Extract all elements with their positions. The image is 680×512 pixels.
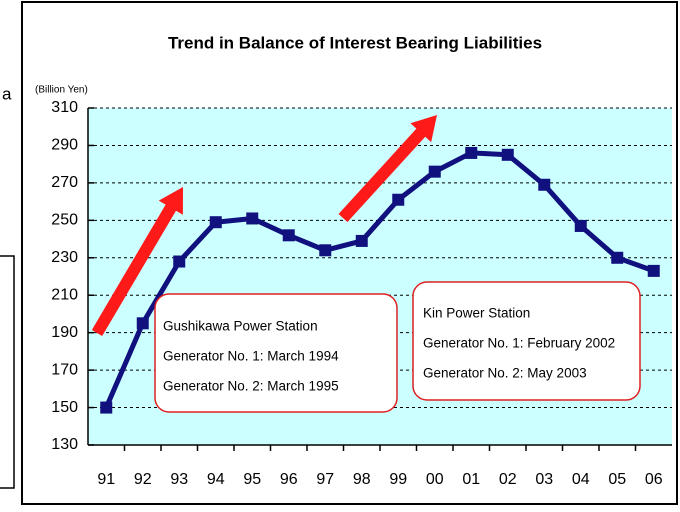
x-tick-label: 96 bbox=[280, 471, 298, 488]
x-tick-label: 01 bbox=[462, 471, 480, 488]
x-tick-label: 97 bbox=[316, 471, 334, 488]
y-tick-label: 290 bbox=[51, 137, 78, 154]
annotation-text: Generator No. 1: February 2002 bbox=[423, 336, 615, 351]
data-marker bbox=[428, 165, 441, 178]
y-tick-label: 270 bbox=[51, 174, 78, 191]
data-marker bbox=[465, 146, 478, 159]
annotation-text: Generator No. 2: May 2003 bbox=[423, 366, 587, 381]
data-marker bbox=[246, 212, 259, 225]
y-tick-label: 310 bbox=[51, 99, 78, 116]
x-tick-label: 99 bbox=[389, 471, 407, 488]
data-marker bbox=[355, 234, 368, 247]
annotation-box bbox=[412, 281, 641, 401]
x-tick-label: 05 bbox=[608, 471, 626, 488]
y-tick-label: 170 bbox=[51, 361, 78, 378]
y-tick-label: 190 bbox=[51, 324, 78, 341]
y-unit-label: (Billion Yen) bbox=[35, 85, 88, 96]
x-tick-label: 03 bbox=[535, 471, 553, 488]
trend-arrow bbox=[338, 115, 437, 223]
x-tick-label: 94 bbox=[207, 471, 225, 488]
trend-arrow bbox=[91, 187, 183, 337]
side-panel bbox=[0, 255, 15, 489]
y-tick-label: 150 bbox=[51, 399, 78, 416]
annotation-text: Generator No. 2: March 1995 bbox=[163, 379, 339, 394]
x-tick-label: 00 bbox=[426, 471, 444, 488]
chart-title: Trend in Balance of Interest Bearing Lia… bbox=[168, 33, 542, 52]
x-tick-label: 93 bbox=[170, 471, 188, 488]
x-tick-label: 92 bbox=[134, 471, 152, 488]
y-tick-label: 210 bbox=[51, 286, 78, 303]
y-tick-label: 250 bbox=[51, 212, 78, 229]
annotation-box bbox=[154, 293, 398, 413]
data-marker bbox=[209, 216, 222, 229]
data-marker bbox=[392, 193, 405, 206]
y-tick-label: 230 bbox=[51, 249, 78, 266]
data-marker bbox=[100, 401, 113, 414]
data-marker bbox=[574, 219, 587, 232]
data-marker bbox=[282, 229, 295, 242]
annotation-text: Kin Power Station bbox=[423, 306, 530, 321]
annotation-text: Generator No. 1: March 1994 bbox=[163, 349, 339, 364]
data-marker bbox=[319, 244, 332, 257]
x-tick-label: 95 bbox=[243, 471, 261, 488]
data-marker bbox=[647, 264, 660, 277]
data-marker bbox=[136, 317, 149, 330]
data-line bbox=[103, 150, 655, 409]
x-tick-label: 91 bbox=[97, 471, 115, 488]
data-marker bbox=[173, 255, 186, 268]
data-marker bbox=[611, 251, 624, 264]
x-tick-label: 02 bbox=[499, 471, 517, 488]
data-marker bbox=[538, 178, 551, 191]
y-tick-label: 130 bbox=[51, 436, 78, 453]
side-fragment: a bbox=[2, 84, 12, 103]
x-tick-label: 04 bbox=[572, 471, 590, 488]
annotation-text: Gushikawa Power Station bbox=[163, 319, 318, 334]
x-tick-label: 06 bbox=[645, 471, 663, 488]
data-marker bbox=[501, 148, 514, 161]
x-tick-label: 98 bbox=[353, 471, 371, 488]
